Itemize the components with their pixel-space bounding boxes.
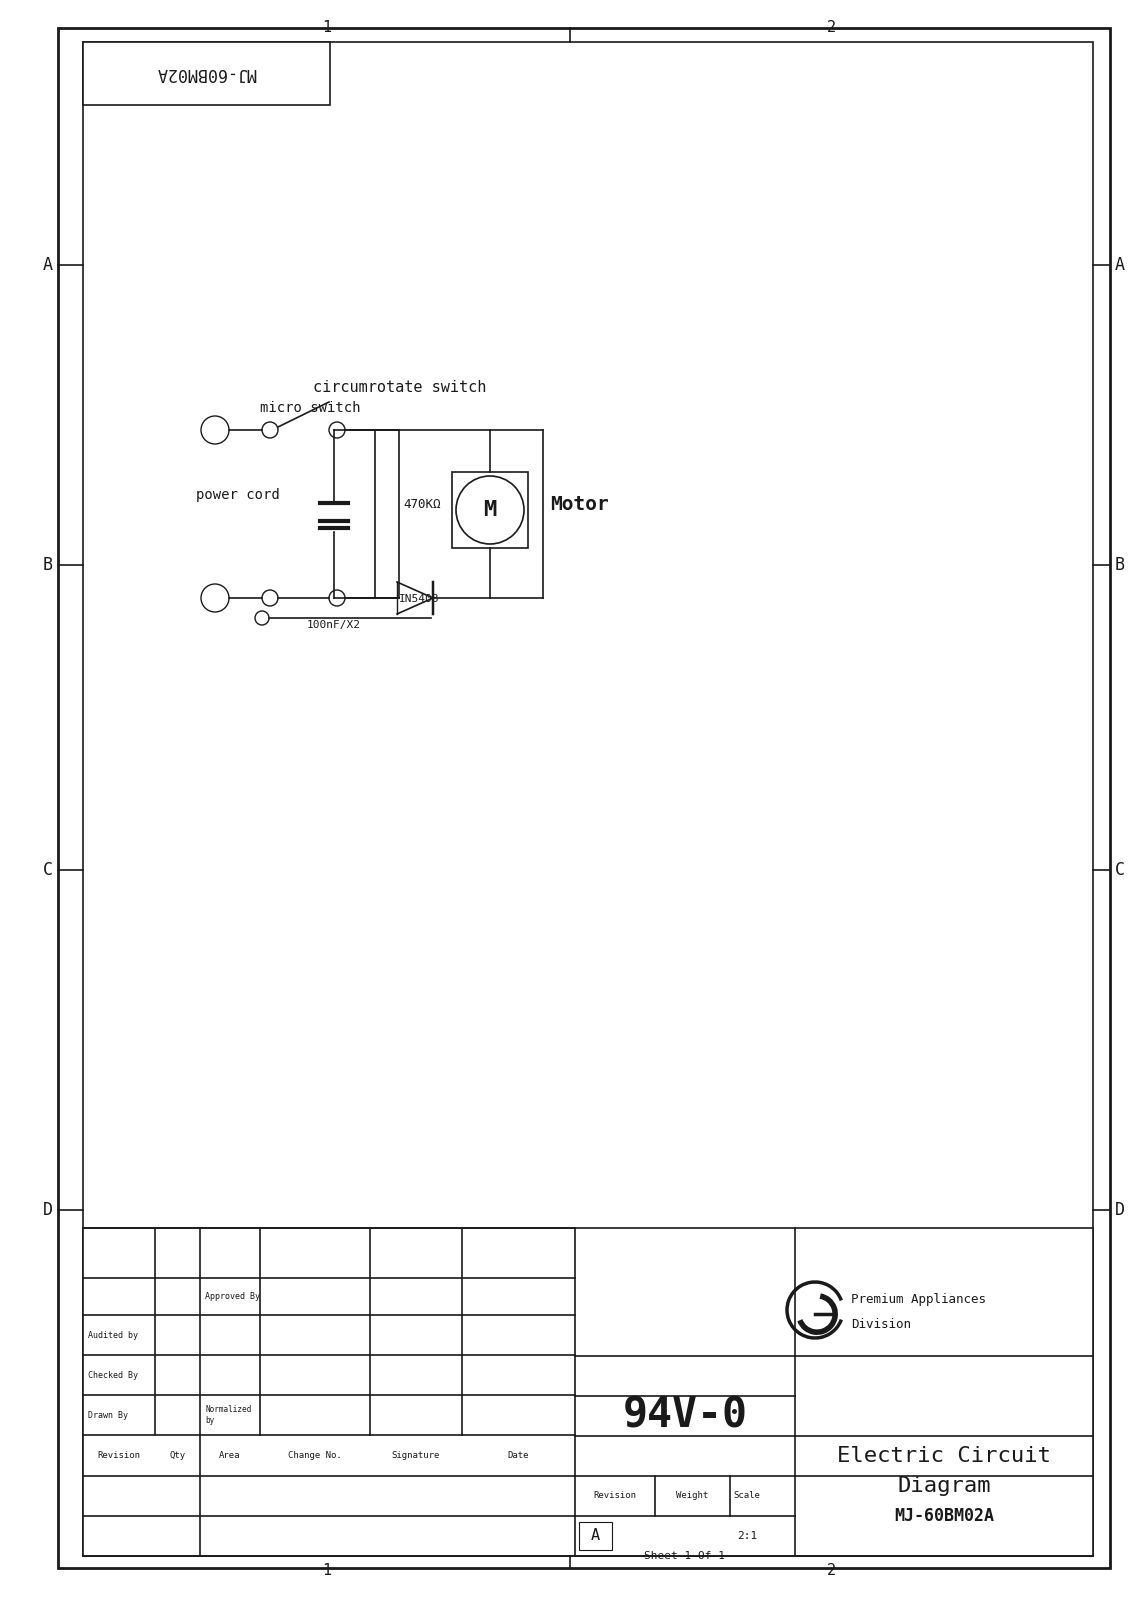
Text: Diagram: Diagram <box>897 1475 991 1496</box>
Circle shape <box>456 477 524 544</box>
Text: Qty: Qty <box>170 1451 185 1459</box>
Text: Weight: Weight <box>676 1491 708 1501</box>
Bar <box>375 430 399 598</box>
Text: Drawn By: Drawn By <box>88 1411 128 1419</box>
Text: 1: 1 <box>322 1563 331 1578</box>
Text: 1: 1 <box>322 19 331 35</box>
Text: B: B <box>1115 557 1125 574</box>
Text: Motor: Motor <box>550 496 608 515</box>
Text: C: C <box>43 861 53 878</box>
Text: 100nF/X2: 100nF/X2 <box>307 619 361 630</box>
Text: Normalized
by: Normalized by <box>205 1405 251 1424</box>
Text: 94V-0: 94V-0 <box>622 1395 748 1437</box>
Text: A: A <box>590 1528 599 1544</box>
Text: 470KΩ: 470KΩ <box>403 499 440 512</box>
Text: Checked By: Checked By <box>88 1371 138 1379</box>
Text: A: A <box>43 256 53 274</box>
Bar <box>83 42 1093 1555</box>
Text: micro switch: micro switch <box>260 402 361 414</box>
Text: D: D <box>1115 1202 1125 1219</box>
Text: B: B <box>43 557 53 574</box>
Text: Area: Area <box>219 1451 241 1459</box>
Text: circumrotate switch: circumrotate switch <box>313 381 486 395</box>
Text: Scale: Scale <box>734 1491 760 1501</box>
Text: Date: Date <box>508 1451 529 1459</box>
Text: IN5408: IN5408 <box>399 594 440 603</box>
Text: Revision: Revision <box>97 1451 140 1459</box>
Text: C: C <box>1115 861 1125 878</box>
Text: Approved By: Approved By <box>205 1293 260 1301</box>
Text: A: A <box>1115 256 1125 274</box>
Text: Revision: Revision <box>594 1491 637 1501</box>
Text: 2:1: 2:1 <box>737 1531 757 1541</box>
Text: Premium Appliances: Premium Appliances <box>851 1293 986 1307</box>
Text: 2: 2 <box>827 1563 836 1578</box>
Text: MJ-60BM02A: MJ-60BM02A <box>156 64 257 83</box>
Text: MJ-60BM02A: MJ-60BM02A <box>893 1507 994 1525</box>
Text: M: M <box>483 499 497 520</box>
Text: Change No.: Change No. <box>288 1451 342 1459</box>
Text: Electric Circuit: Electric Circuit <box>837 1446 1051 1466</box>
Bar <box>83 1229 1093 1555</box>
Text: 2: 2 <box>827 19 836 35</box>
Bar <box>452 472 528 547</box>
Text: D: D <box>43 1202 53 1219</box>
Text: power cord: power cord <box>196 488 279 502</box>
Bar <box>83 42 330 106</box>
Text: Signature: Signature <box>391 1451 440 1459</box>
Text: Sheet 1 Of 1: Sheet 1 Of 1 <box>645 1550 725 1562</box>
Text: Division: Division <box>851 1317 910 1331</box>
Bar <box>579 1522 612 1550</box>
Text: Audited by: Audited by <box>88 1331 138 1339</box>
